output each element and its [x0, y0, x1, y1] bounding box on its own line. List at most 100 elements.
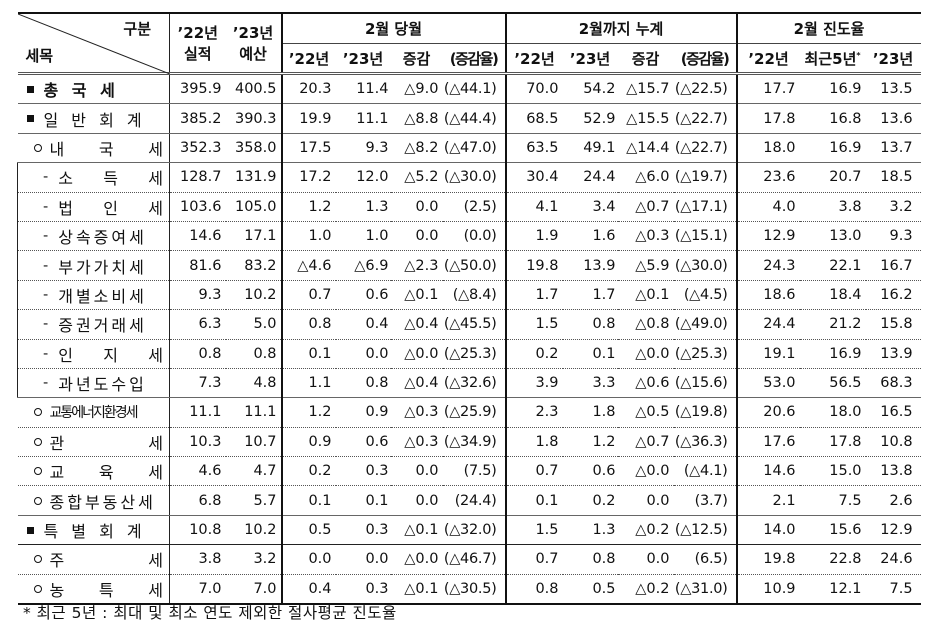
table-cell: (△30.5) — [442, 574, 506, 606]
table-cell: 83.2 — [225, 250, 282, 281]
header-22-year: ’22년 — [177, 24, 218, 42]
table-cell: 12.9 — [735, 221, 800, 252]
dash-bullet-icon: - — [43, 198, 49, 215]
row-label: 총 국 세 — [43, 81, 119, 101]
row-label-char: 법 — [58, 198, 73, 218]
table-cell: △0.5 — [617, 397, 674, 428]
table-cell: 0.6 — [562, 456, 618, 487]
table-cell: 10.7 — [225, 427, 282, 458]
table-cell: (2.5) — [442, 192, 506, 222]
table-cell: 5.7 — [225, 485, 282, 516]
table-cell: 1.8 — [504, 427, 563, 458]
table-cell: 0.1 — [562, 339, 618, 369]
table-cell: 22.8 — [799, 544, 866, 575]
table-cell: 13.5 — [865, 73, 921, 105]
table-cell: 1.2 — [562, 427, 618, 458]
diagonal-line — [17, 14, 170, 74]
table-cell: 53.0 — [735, 368, 800, 399]
table-cell: 24.3 — [735, 250, 800, 281]
table-cell: △0.1 — [390, 515, 443, 546]
row-name-cell: - 증권거래세 — [17, 309, 170, 340]
group-header-month: 2월 당월 — [280, 13, 506, 44]
table-cell: 0.2 — [504, 339, 563, 369]
table-cell: △9.0 — [390, 73, 443, 105]
table-cell: 15.0 — [799, 456, 866, 487]
table-cell: 1.7 — [562, 280, 618, 311]
table-cell: 19.8 — [735, 544, 800, 575]
table-cell: 1.0 — [280, 221, 336, 252]
table-cell: (△8.4) — [442, 280, 506, 311]
table-cell: 0.8 — [280, 309, 336, 340]
table-cell: 0.0 — [280, 544, 336, 575]
table-cell: (△49.0) — [673, 309, 737, 340]
group-header-cumulative: 2월까지 누계 — [504, 13, 737, 44]
table-cell: 9.3 — [335, 133, 391, 164]
table-cell: 0.6 — [335, 280, 391, 311]
table-cell: 2.1 — [735, 485, 800, 516]
table-cell: (3.7) — [673, 485, 737, 516]
table-cell: 6.3 — [169, 309, 226, 340]
table-cell: 0.9 — [335, 397, 391, 428]
table-cell: 0.0 — [390, 456, 443, 487]
subheader-month-22: ’22년 — [280, 43, 336, 75]
row-label-char: 세 — [148, 463, 163, 483]
table-cell: (△4.1) — [673, 456, 737, 487]
circle-bullet-icon — [33, 496, 42, 505]
table-row: - 상속증여세 14.6 17.1 1.0 1.0 0.0 (0.0) 1.9 1.6 △0.3 (△… — [17, 221, 921, 252]
table-cell: 0.4 — [335, 309, 391, 340]
row-label: 종합부동산세 — [49, 492, 156, 512]
table-cell: 13.0 — [799, 221, 866, 252]
table-cell: 1.2 — [280, 192, 336, 222]
table-cell: △0.4 — [390, 368, 443, 399]
table-cell: 19.1 — [735, 339, 800, 369]
table-row: 특 별 회 계 10.8 10.2 0.5 0.3 △0.1 (△32.0) 1.5 1.3 △0… — [17, 515, 921, 546]
square-bullet-icon — [26, 85, 34, 93]
row-label-char: 세 — [148, 345, 163, 365]
row-name-cell: -인 지 세 — [17, 339, 170, 369]
table-cell: △0.0 — [617, 456, 674, 487]
table-row: 종합부동산세 6.8 5.7 0.1 0.1 0.0 (24.4) 0.1 0.2 0.0 (3.7… — [17, 485, 921, 516]
table-cell: 131.9 — [225, 162, 282, 193]
square-bullet-icon — [26, 115, 34, 123]
table-cell: (0.0) — [442, 221, 506, 252]
table-row: - 부가가치세 81.6 83.2 △4.6 △6.9 △2.3 (△50.0) 19.8 13.… — [17, 250, 921, 281]
row-name-cell: 일 반 회 계 — [17, 103, 170, 134]
table-cell: 0.0 — [617, 485, 674, 516]
table-cell: (△25.3) — [442, 339, 506, 369]
row-name-cell: - 부가가치세 — [17, 250, 170, 281]
header-22-actual: ’22년 실적 — [169, 13, 226, 75]
table-cell: 7.0 — [169, 574, 226, 606]
subheader-month-change: 증감 — [390, 43, 443, 75]
table-cell: (△12.5) — [673, 515, 737, 546]
table-cell: (△31.0) — [673, 574, 737, 606]
table-cell: 352.3 — [169, 133, 226, 164]
table-cell: 17.7 — [735, 73, 800, 105]
table-cell: 20.3 — [280, 73, 336, 105]
table-cell: 4.6 — [169, 456, 226, 487]
table-cell: 12.9 — [865, 515, 921, 546]
table-cell: 9.3 — [865, 221, 921, 252]
table-cell: △8.8 — [390, 103, 443, 134]
table-cell: △6.0 — [617, 162, 674, 193]
table-cell: 7.3 — [169, 368, 226, 399]
row-label-char: 교 — [49, 463, 65, 483]
table-cell: 21.2 — [799, 309, 866, 340]
table-cell: 3.2 — [865, 192, 921, 222]
table-cell: △0.3 — [617, 221, 674, 252]
table-cell: 49.1 — [562, 133, 618, 164]
table-cell: 0.8 — [169, 339, 226, 369]
table-cell: 24.6 — [865, 544, 921, 575]
table-row: - 인 지 세 0.8 0.8 0.1 0.0 △0.0 (△25.3) 0.2 0.1 △0.0 (△2… — [17, 339, 921, 369]
table-cell: △0.7 — [617, 192, 674, 222]
table-cell: 13.8 — [865, 456, 921, 487]
table-cell: △5.2 — [390, 162, 443, 193]
corner-label-item: 세목 — [25, 47, 54, 65]
circle-bullet-icon — [33, 467, 42, 476]
table-cell: 68.5 — [504, 103, 563, 134]
row-name-cell: 총 국 세 — [17, 73, 170, 105]
row-label-char: 인 — [58, 345, 73, 365]
table-cell: 4.7 — [225, 456, 282, 487]
